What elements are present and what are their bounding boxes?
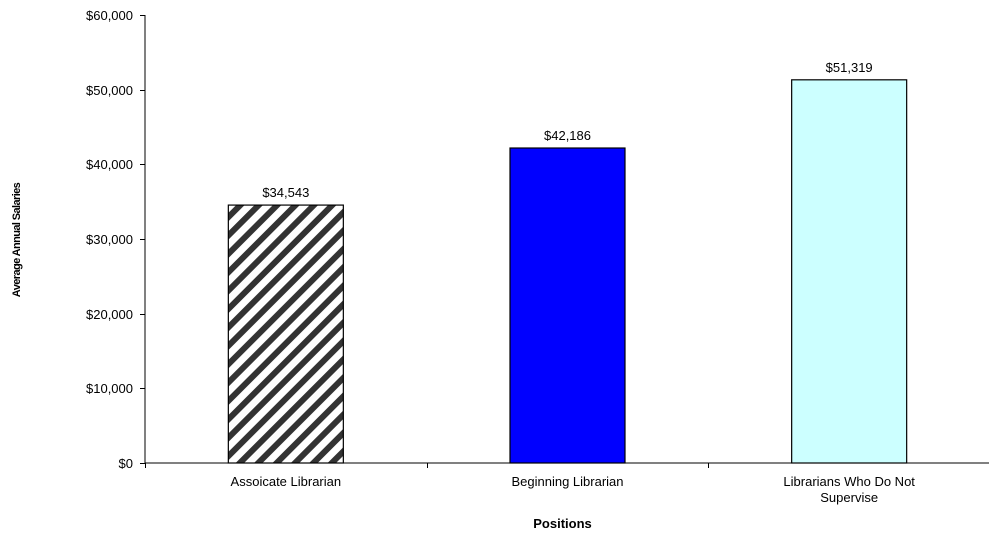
x-category-label: Assoicate Librarian (231, 474, 342, 489)
bar-data-label: $42,186 (544, 128, 591, 143)
y-tick-label: $40,000 (86, 157, 133, 172)
bar (227, 204, 344, 464)
y-tick-label: $10,000 (86, 381, 133, 396)
y-tick-label: $20,000 (86, 307, 133, 322)
y-tick-label: $30,000 (86, 232, 133, 247)
bar (791, 79, 908, 464)
bar-data-label: $51,319 (826, 60, 873, 75)
labels: $0 $10,000 $20,000 $30,000 $40,000 $50,000 $60… (86, 8, 915, 505)
bar-data-label: $34,543 (262, 185, 309, 200)
y-tick-label: $50,000 (86, 83, 133, 98)
x-axis-title: Positions (533, 516, 592, 531)
y-tick-label: $0 (119, 456, 133, 471)
bars (227, 79, 908, 464)
x-category-label: Beginning Librarian (511, 474, 623, 489)
x-category-label: Librarians Who Do Not Supervise (783, 474, 915, 505)
bar (509, 147, 626, 464)
y-axis-title: Average Annual Salaries (11, 182, 23, 297)
y-tick-label: $60,000 (86, 8, 133, 23)
